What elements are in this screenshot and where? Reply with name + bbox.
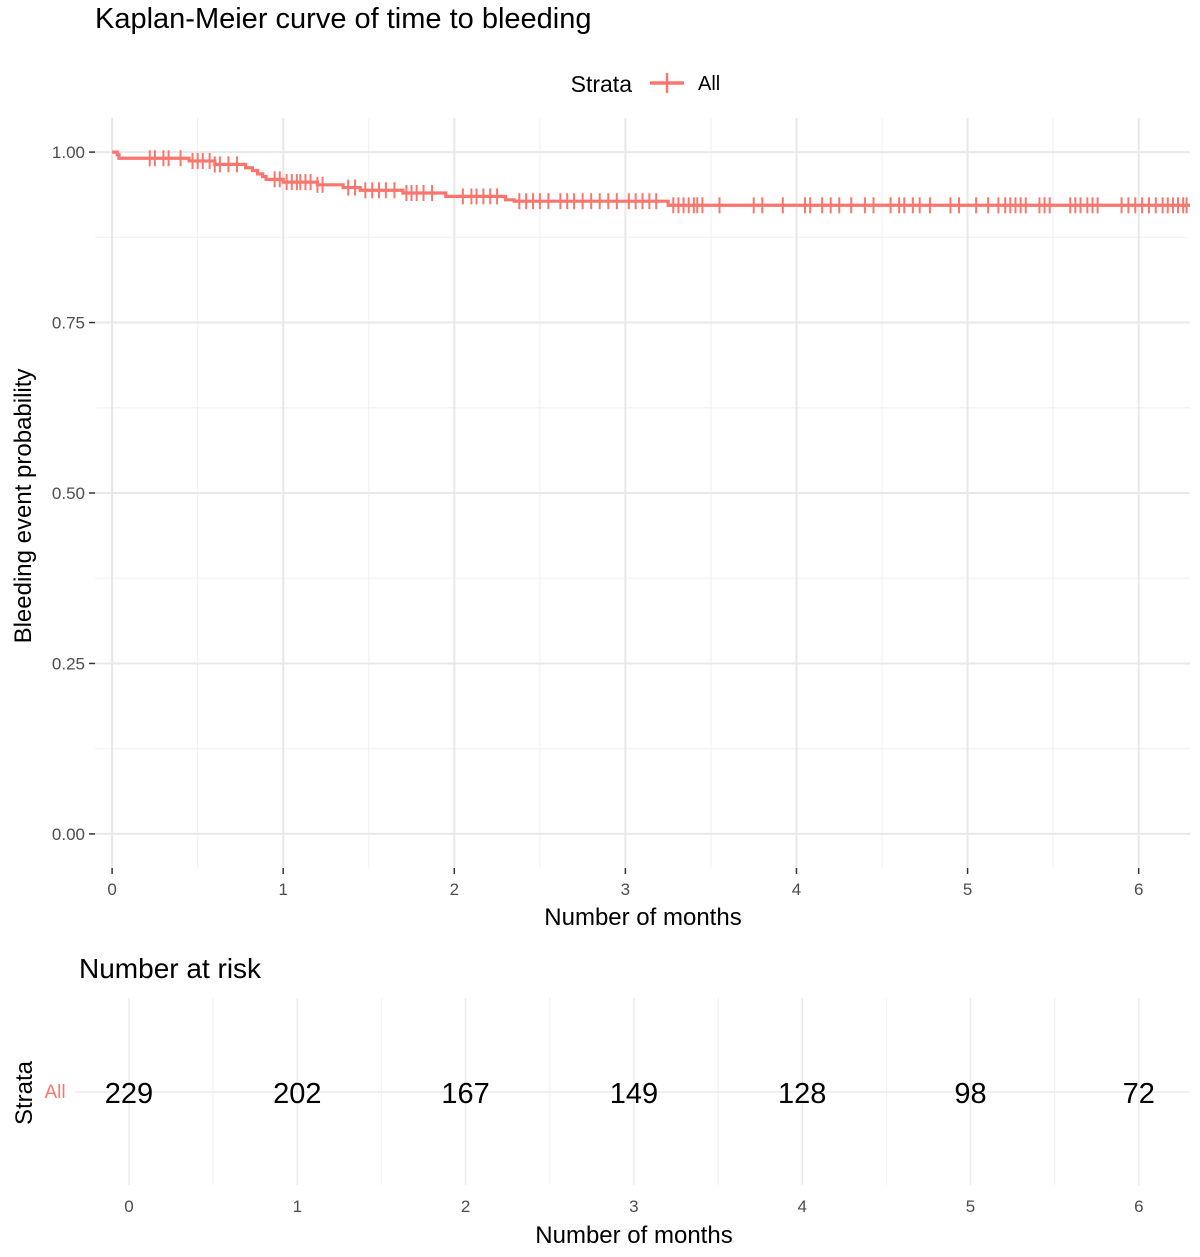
y-tick-label: 0.25 <box>52 654 85 673</box>
risk-x-tick-label: 2 <box>461 1197 470 1216</box>
risk-count: 167 <box>441 1078 489 1110</box>
risk-table-y-label: Strata <box>11 1060 38 1125</box>
x-tick-label: 2 <box>450 880 459 899</box>
legend-title: Strata <box>571 71 633 97</box>
risk-x-tick-label: 5 <box>966 1197 975 1216</box>
chart-title: Kaplan-Meier curve of time to bleeding <box>95 3 591 35</box>
legend-entry-all: All <box>698 73 720 95</box>
risk-table-x-label: Number of months <box>535 1222 732 1249</box>
y-tick-label: 0.50 <box>52 484 85 503</box>
risk-count: 98 <box>954 1078 986 1110</box>
x-axis-label: Number of months <box>544 904 741 931</box>
risk-x-tick-label: 3 <box>629 1197 638 1216</box>
risk-table-x-ticks: 0 1 2 3 4 5 6 <box>124 1197 1143 1216</box>
y-tick-label: 0.00 <box>52 825 85 844</box>
risk-count: 149 <box>610 1078 658 1110</box>
risk-count: 128 <box>778 1078 826 1110</box>
x-tick-label: 0 <box>107 880 116 899</box>
risk-x-tick-label: 1 <box>293 1197 302 1216</box>
risk-table-grid <box>75 998 1190 1185</box>
x-tick-label: 1 <box>278 880 287 899</box>
x-tick-label: 5 <box>963 880 972 899</box>
main-grid <box>95 118 1190 868</box>
x-axis-ticks: 0 1 2 3 4 5 6 <box>107 868 1143 899</box>
risk-x-tick-label: 6 <box>1134 1197 1143 1216</box>
legend: Strata All <box>571 71 721 97</box>
y-axis-label: Bleeding event probability <box>10 369 37 644</box>
risk-x-tick-label: 0 <box>124 1197 133 1216</box>
risk-row-label-all: All <box>44 1082 65 1103</box>
risk-table-title: Number at risk <box>79 953 262 984</box>
series-all <box>112 150 1190 214</box>
y-axis-ticks: 0.00 0.25 0.50 0.75 1.00 <box>52 143 95 844</box>
risk-count: 72 <box>1123 1078 1155 1110</box>
x-tick-label: 6 <box>1134 880 1143 899</box>
y-tick-label: 1.00 <box>52 143 85 162</box>
risk-table-values: 229 202 167 149 128 98 72 <box>105 1078 1155 1110</box>
x-tick-label: 3 <box>621 880 630 899</box>
risk-x-tick-label: 4 <box>797 1197 806 1216</box>
y-tick-label: 0.75 <box>52 314 85 333</box>
risk-count: 202 <box>273 1078 321 1110</box>
risk-count: 229 <box>105 1078 153 1110</box>
x-tick-label: 4 <box>792 880 801 899</box>
